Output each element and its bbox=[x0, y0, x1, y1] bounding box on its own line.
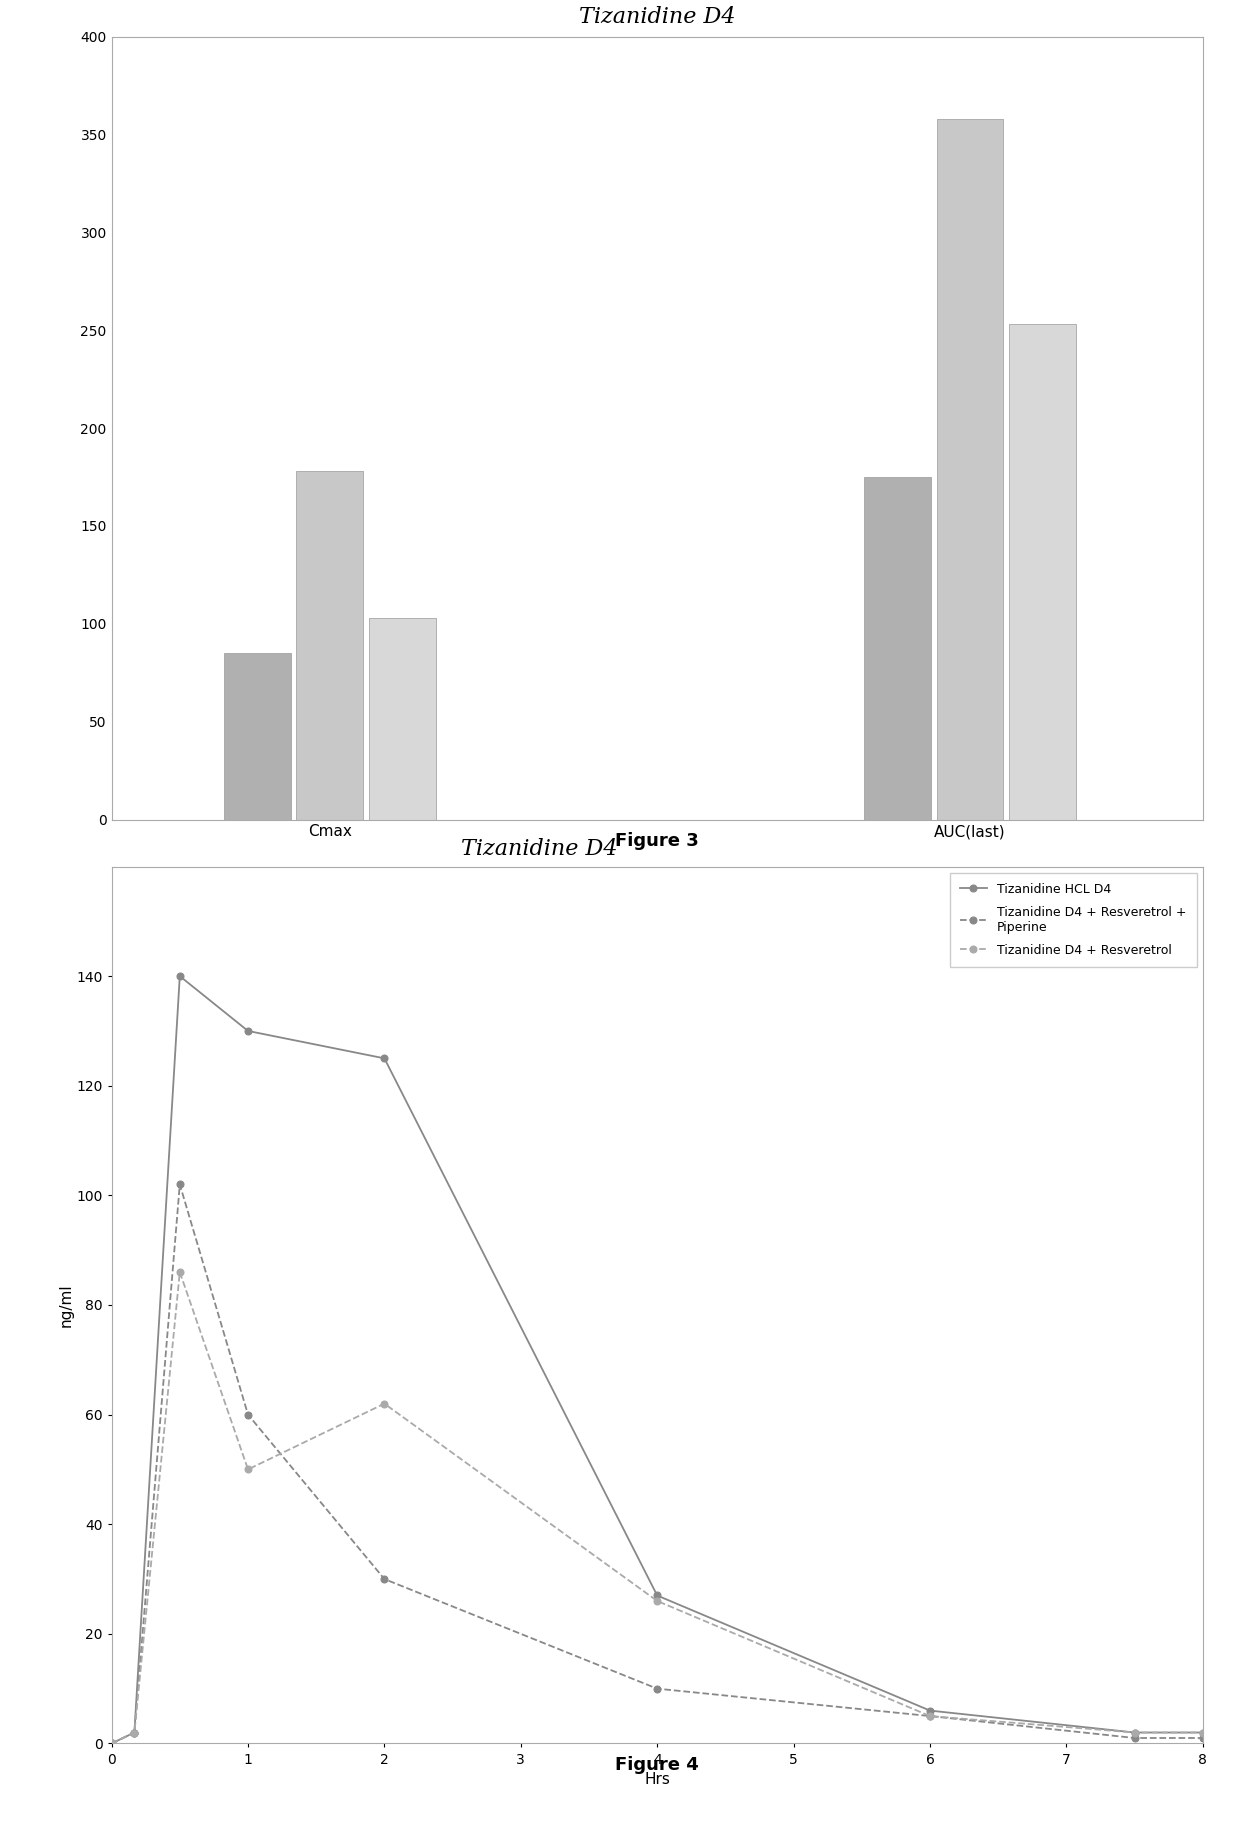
Tizanidine HCL D4 bbox=[377, 1047, 392, 1069]
Tizanidine HCL D4 bbox=[104, 1732, 119, 1754]
Title: Tizanidine D4: Tizanidine D4 bbox=[579, 5, 735, 27]
Tizanidine D4 + Resveretrol bbox=[104, 1732, 119, 1754]
X-axis label: Hrs: Hrs bbox=[645, 1772, 670, 1787]
Tizanidine HCL D4 bbox=[126, 1721, 141, 1743]
Line: Tizanidine D4 + Resveretrol: Tizanidine D4 + Resveretrol bbox=[108, 1268, 1207, 1747]
Bar bbox=[370, 618, 436, 820]
Tizanidine D4 + Resveretrol bbox=[241, 1458, 255, 1480]
Tizanidine D4 + Resveretrol bbox=[1127, 1721, 1142, 1743]
Tizanidine HCL D4 bbox=[650, 1584, 665, 1606]
Text: Figure 4: Figure 4 bbox=[615, 1756, 699, 1774]
Tizanidine D4 + Resveretrol bbox=[126, 1721, 141, 1743]
Tizanidine D4 + Resveretrol bbox=[650, 1589, 665, 1611]
Tizanidine D4 + Resveretrol +
Piperine bbox=[126, 1721, 141, 1743]
Bar bbox=[296, 471, 363, 820]
Line: Tizanidine D4 + Resveretrol +
Piperine: Tizanidine D4 + Resveretrol + Piperine bbox=[108, 1180, 1207, 1747]
Text: Tizanidine D4: Tizanidine D4 bbox=[461, 839, 618, 861]
Tizanidine D4 + Resveretrol bbox=[923, 1705, 937, 1727]
Tizanidine D4 + Resveretrol +
Piperine bbox=[1127, 1727, 1142, 1748]
Bar bbox=[1009, 325, 1076, 820]
Tizanidine D4 + Resveretrol +
Piperine bbox=[650, 1677, 665, 1699]
Tizanidine D4 + Resveretrol bbox=[172, 1261, 187, 1283]
Tizanidine HCL D4 bbox=[1195, 1721, 1210, 1743]
Line: Tizanidine HCL D4: Tizanidine HCL D4 bbox=[108, 972, 1207, 1747]
Y-axis label: ng/ml: ng/ml bbox=[58, 1283, 73, 1326]
Legend: Tizanidine D4, Tizanidine D4 + Resveretrol + Piperine, Tizanidine D4 + Resveretr: Tizanidine D4, Tizanidine D4 + Resveretr… bbox=[358, 868, 956, 892]
Tizanidine D4 + Resveretrol bbox=[1195, 1721, 1210, 1743]
Bar bbox=[223, 654, 290, 820]
Tizanidine D4 + Resveretrol +
Piperine bbox=[923, 1705, 937, 1727]
Tizanidine HCL D4 bbox=[241, 1019, 255, 1041]
Tizanidine D4 + Resveretrol +
Piperine bbox=[377, 1568, 392, 1589]
Tizanidine D4 + Resveretrol +
Piperine bbox=[104, 1732, 119, 1754]
Tizanidine D4 + Resveretrol +
Piperine bbox=[241, 1403, 255, 1425]
Tizanidine D4 + Resveretrol +
Piperine bbox=[1195, 1727, 1210, 1748]
Tizanidine HCL D4 bbox=[172, 965, 187, 987]
Legend: Tizanidine HCL D4, Tizanidine D4 + Resveretrol +
Piperine, Tizanidine D4 + Resve: Tizanidine HCL D4, Tizanidine D4 + Resve… bbox=[950, 873, 1197, 966]
Bar bbox=[936, 119, 1003, 820]
Tizanidine HCL D4 bbox=[923, 1699, 937, 1721]
Text: Figure 3: Figure 3 bbox=[615, 831, 699, 850]
Tizanidine HCL D4 bbox=[1127, 1721, 1142, 1743]
Tizanidine D4 + Resveretrol +
Piperine bbox=[172, 1173, 187, 1195]
Tizanidine D4 + Resveretrol bbox=[377, 1392, 392, 1414]
Bar bbox=[864, 477, 931, 820]
